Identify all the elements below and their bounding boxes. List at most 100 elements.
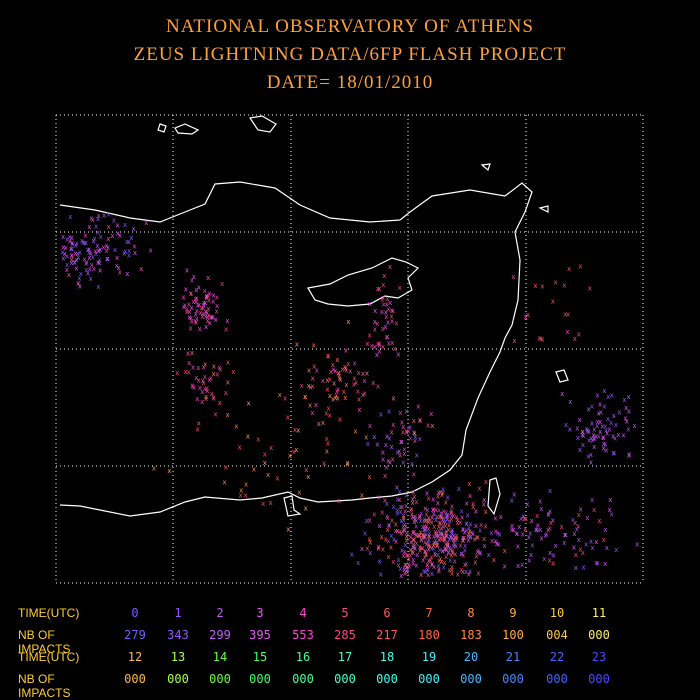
lightning-strike-mark: x bbox=[482, 500, 486, 508]
lightning-strike-mark: x bbox=[65, 266, 69, 274]
lightning-strike-mark: x bbox=[93, 248, 97, 256]
lightning-strike-mark: x bbox=[377, 558, 381, 566]
lightning-strike-mark: x bbox=[607, 426, 611, 434]
lightning-strike-mark: x bbox=[295, 340, 299, 348]
lightning-strike-mark: x bbox=[67, 271, 71, 279]
lightning-strike-mark: x bbox=[83, 232, 87, 240]
lightning-strike-mark: x bbox=[204, 308, 208, 316]
lightning-strike-mark: x bbox=[590, 437, 594, 445]
lightning-strike-mark: x bbox=[412, 536, 416, 544]
lightning-strike-mark: x bbox=[412, 528, 416, 536]
lightning-strike-mark: x bbox=[336, 369, 340, 377]
lightning-strike-mark: x bbox=[383, 496, 387, 504]
lightning-strike-mark: x bbox=[208, 319, 212, 327]
lightning-strike-mark: x bbox=[337, 497, 341, 505]
lightning-strike-mark: x bbox=[605, 430, 609, 438]
lightning-strike-mark: x bbox=[344, 381, 348, 389]
lightning-strike-mark: x bbox=[206, 305, 210, 313]
lightning-strike-mark: x bbox=[403, 508, 407, 516]
lightning-strike-mark: x bbox=[76, 279, 80, 287]
lightning-strike-mark: x bbox=[436, 499, 440, 507]
lightning-strike-mark: x bbox=[587, 437, 591, 445]
lightning-strike-mark: x bbox=[350, 551, 354, 559]
lightning-strike-mark: x bbox=[201, 377, 205, 385]
lightning-strike-mark: x bbox=[215, 307, 219, 315]
coastline-segment bbox=[307, 257, 420, 307]
lightning-strike-mark: x bbox=[612, 450, 616, 458]
lightning-strike-mark: x bbox=[464, 560, 468, 568]
lightning-strike-mark: x bbox=[91, 254, 95, 262]
lightning-strike-mark: x bbox=[512, 337, 516, 345]
lightning-strike-mark: x bbox=[288, 452, 292, 460]
lightning-strike-mark: x bbox=[610, 510, 614, 518]
lightning-strike-mark: x bbox=[394, 320, 398, 328]
lightning-strike-mark: x bbox=[492, 556, 496, 564]
lightning-strike-mark: x bbox=[589, 538, 593, 546]
lightning-strike-mark: x bbox=[603, 441, 607, 449]
lightning-strike-mark: x bbox=[328, 411, 332, 419]
lightning-strike-mark: x bbox=[203, 360, 207, 368]
lightning-strike-mark: x bbox=[423, 547, 427, 555]
lightning-strike-mark: x bbox=[398, 488, 402, 496]
lightning-strike-mark: x bbox=[581, 563, 585, 571]
lightning-strike-mark: x bbox=[332, 380, 336, 388]
lightning-strike-mark: x bbox=[381, 449, 385, 457]
lightning-strike-mark: x bbox=[588, 285, 592, 293]
lightning-strike-mark: x bbox=[408, 424, 412, 432]
lightning-strike-mark: x bbox=[373, 318, 377, 326]
lightning-strike-mark: x bbox=[568, 398, 572, 406]
lightning-strike-mark: x bbox=[197, 301, 201, 309]
lightning-strike-mark: x bbox=[362, 377, 366, 385]
count-17: 000 bbox=[334, 672, 356, 686]
lightning-strike-mark: x bbox=[380, 533, 384, 541]
lightning-strike-mark: x bbox=[86, 270, 90, 278]
lightning-strike-mark: x bbox=[599, 408, 603, 416]
lightning-strike-mark: x bbox=[585, 426, 589, 434]
lightning-strike-mark: x bbox=[325, 376, 329, 384]
lightning-strike-mark: x bbox=[197, 283, 201, 291]
lightning-strike-mark: x bbox=[204, 294, 208, 302]
lightning-strike-mark: x bbox=[63, 250, 67, 258]
lightning-strike-mark: x bbox=[437, 557, 441, 565]
lightning-strike-mark: x bbox=[204, 393, 208, 401]
lightning-strike-mark: x bbox=[127, 247, 131, 255]
lightning-strike-mark: x bbox=[116, 229, 120, 237]
lightning-strike-mark: x bbox=[436, 562, 440, 570]
lightning-strike-mark: x bbox=[435, 542, 439, 550]
lightning-strike-mark: x bbox=[598, 418, 602, 426]
lightning-strike-mark: x bbox=[204, 323, 208, 331]
lightning-strike-mark: x bbox=[373, 325, 377, 333]
lightning-strike-mark: x bbox=[420, 531, 424, 539]
lightning-strike-mark: x bbox=[94, 250, 98, 258]
lightning-strike-mark: x bbox=[460, 550, 464, 558]
lightning-strike-mark: x bbox=[404, 523, 408, 531]
lightning-strike-mark: x bbox=[373, 343, 377, 351]
lightning-strike-mark: x bbox=[451, 536, 455, 544]
coastline bbox=[59, 115, 569, 517]
lightning-strike-mark: x bbox=[426, 525, 430, 533]
lightning-strike-mark: x bbox=[411, 499, 415, 507]
lightning-strike-mark: x bbox=[414, 517, 418, 525]
lightning-strike-mark: x bbox=[576, 522, 580, 530]
lightning-strike-mark: x bbox=[422, 534, 426, 542]
lightning-strike-mark: x bbox=[468, 568, 472, 576]
lightning-strike-mark: x bbox=[622, 396, 626, 404]
lightning-strike-mark: x bbox=[338, 376, 342, 384]
lightning-strike-mark: x bbox=[395, 507, 399, 515]
lightning-strike-mark: x bbox=[438, 488, 442, 496]
lightning-strike-mark: x bbox=[84, 260, 88, 268]
lightning-strike-mark: x bbox=[440, 513, 444, 521]
lightning-strike-mark: x bbox=[404, 502, 408, 510]
lightning-strike-mark: x bbox=[465, 519, 469, 527]
lightning-strike-mark: x bbox=[434, 537, 438, 545]
lightning-strike-mark: x bbox=[211, 314, 215, 322]
lightning-strike-mark: x bbox=[453, 550, 457, 558]
lightning-strike-mark: x bbox=[461, 526, 465, 534]
lightning-strike-mark: x bbox=[401, 429, 405, 437]
lightning-strike-mark: x bbox=[87, 223, 91, 231]
lightning-strike-mark: x bbox=[447, 521, 451, 529]
lightning-strike-mark: x bbox=[325, 435, 329, 443]
lightning-strike-mark: x bbox=[453, 557, 457, 565]
lightning-strike-mark: x bbox=[467, 524, 471, 532]
lightning-strike-mark: x bbox=[357, 406, 361, 414]
